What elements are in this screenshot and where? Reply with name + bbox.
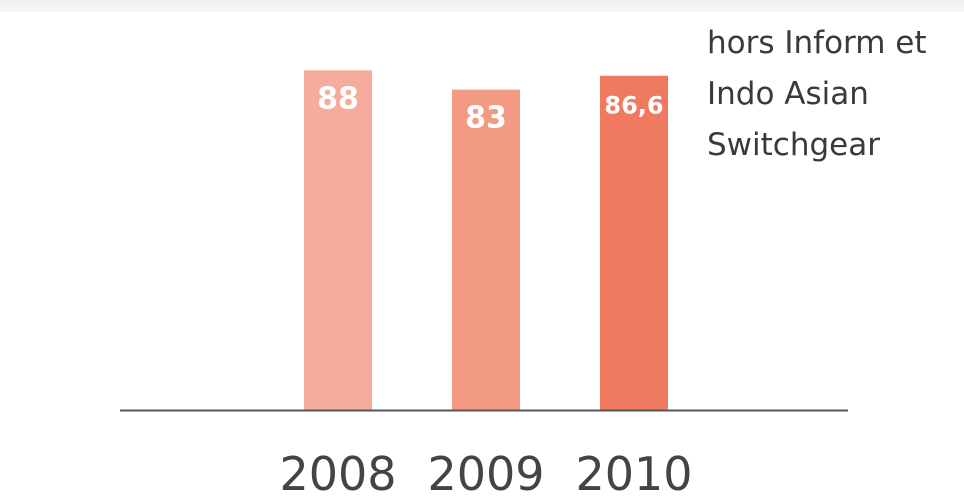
bar-2009 — [452, 89, 520, 411]
note-line-2: Indo Asian — [707, 76, 869, 112]
tick-label-2009: 2009 — [427, 447, 544, 499]
bar-2010 — [600, 75, 668, 410]
tick-label-2010: 2010 — [575, 447, 692, 499]
value-label-2008: 88 — [317, 81, 359, 116]
chart-note: hors Inform et Indo Asian Switchgear — [707, 18, 957, 171]
bar-2008 — [304, 70, 372, 410]
value-labels-group: 88 83 86,6 — [317, 81, 663, 135]
tick-labels-group: 2008 2009 2010 — [279, 447, 692, 499]
note-line-3: Switchgear — [707, 127, 880, 163]
tick-label-2008: 2008 — [279, 447, 396, 499]
value-label-2010: 86,6 — [604, 92, 663, 120]
value-label-2009: 83 — [465, 101, 507, 136]
bars-group — [304, 70, 668, 411]
note-line-1: hors Inform et — [707, 25, 927, 61]
top-band — [0, 0, 964, 12]
